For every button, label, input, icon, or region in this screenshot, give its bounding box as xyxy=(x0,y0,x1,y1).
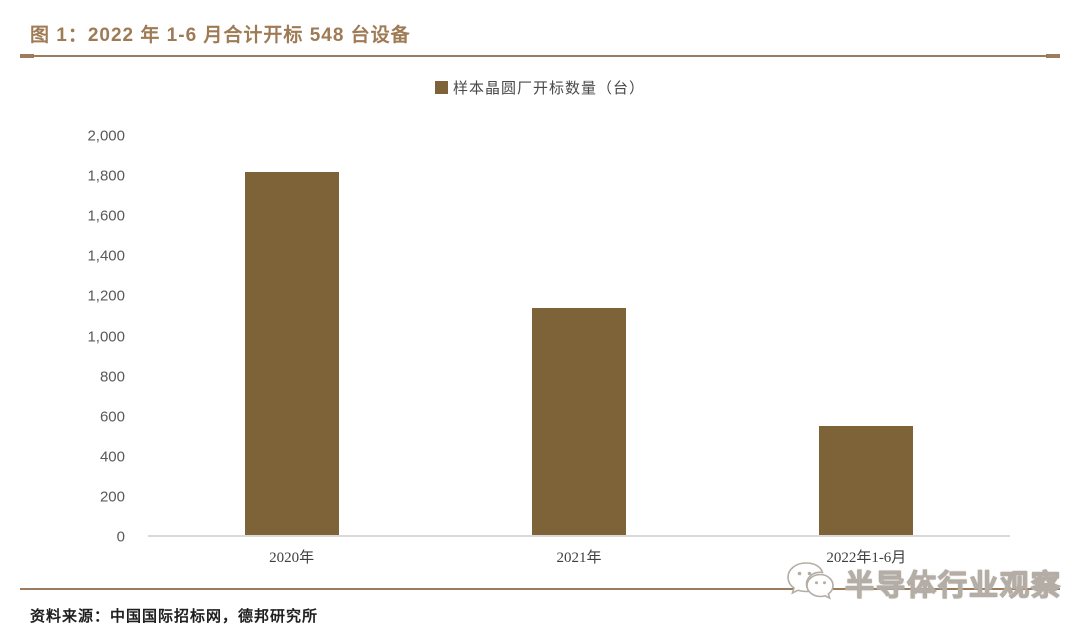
y-tick-label: 800 xyxy=(99,368,125,386)
bar-2020年 xyxy=(244,171,339,535)
bar-cell xyxy=(435,136,722,535)
legend-swatch-icon xyxy=(434,81,448,94)
y-tick-label: 1,600 xyxy=(87,207,125,225)
source-note: 资料来源：中国国际招标网，德邦研究所 xyxy=(30,609,319,625)
y-tick-label: 1,200 xyxy=(87,287,125,305)
y-axis: 0 200 400 600 800 1,000 1,200 1,400 1,600 1,800 2,… xyxy=(30,128,125,546)
bar-cell xyxy=(148,136,435,535)
divider-end-cap xyxy=(1046,54,1060,58)
bar-2021年 xyxy=(531,307,626,535)
x-tick-label: 2021年 xyxy=(556,550,602,566)
bar-cell xyxy=(723,136,1010,535)
y-tick-label: 200 xyxy=(99,488,125,506)
y-tick-label: 600 xyxy=(99,408,125,426)
plot-area xyxy=(148,136,1010,537)
title-divider xyxy=(20,54,1060,58)
x-tick-label: 2020年 xyxy=(269,550,315,566)
divider-end-cap xyxy=(20,54,34,58)
y-tick-label: 1,800 xyxy=(87,167,125,185)
y-tick-label: 1,000 xyxy=(87,328,125,345)
bottom-divider xyxy=(20,588,1060,590)
x-axis-labels: 2020年 2021年 2022年1-6月 xyxy=(148,546,1010,567)
y-tick-label: 0 xyxy=(116,528,125,546)
x-tick-label: 2022年1-6月 xyxy=(826,550,907,566)
y-tick-label: 400 xyxy=(99,448,125,466)
y-tick-label: 1,400 xyxy=(87,247,125,265)
legend-label: 样本晶圆厂开标数量（台） xyxy=(452,81,645,97)
watermark-text: 半导体行业观察 xyxy=(844,569,1062,602)
y-tick-label: 2,000 xyxy=(87,127,125,145)
figure-title: 图 1：2022 年 1-6 月合计开标 548 台设备 xyxy=(30,25,411,46)
chart-legend: 样本晶圆厂开标数量（台） xyxy=(0,77,1080,98)
bar-2022年1-6月 xyxy=(819,425,914,535)
